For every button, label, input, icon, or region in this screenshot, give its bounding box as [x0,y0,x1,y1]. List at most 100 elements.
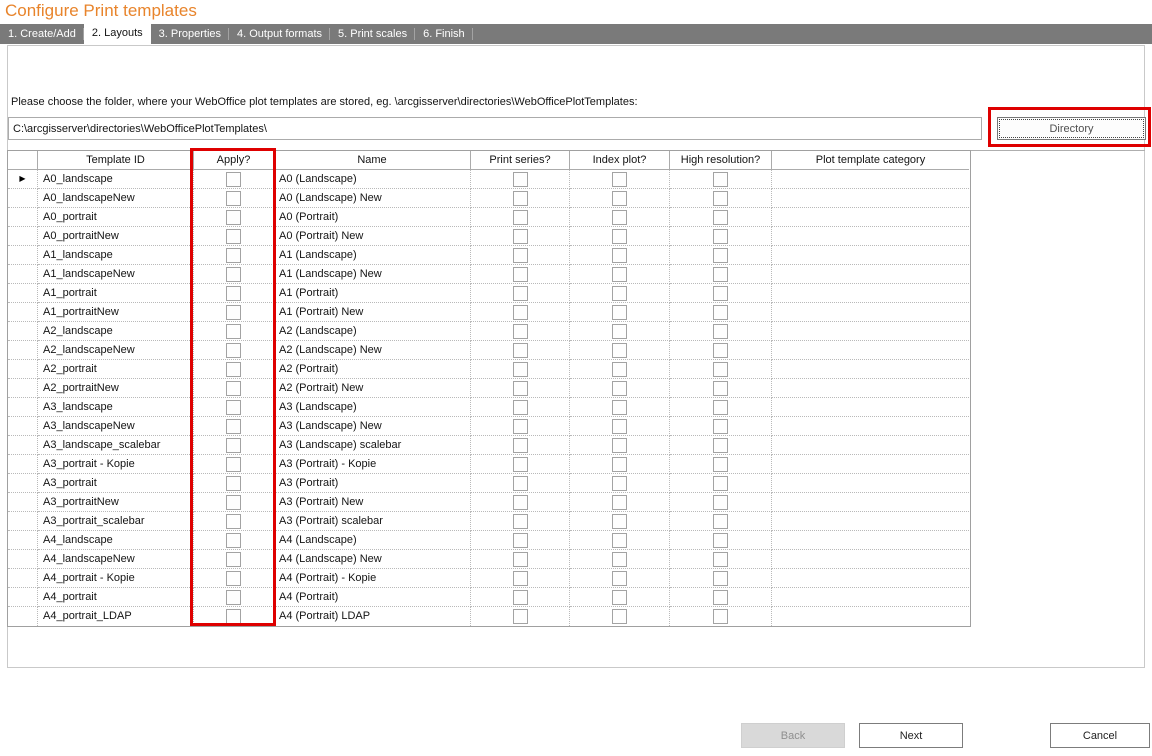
row-selector[interactable] [8,322,38,341]
template-id-cell[interactable]: A1_landscapeNew [38,265,194,284]
high-resolution-checkbox[interactable] [713,267,728,282]
apply-checkbox[interactable] [226,552,241,567]
high-resolution-checkbox[interactable] [713,362,728,377]
print-series-checkbox[interactable] [512,533,528,548]
apply-checkbox[interactable] [226,248,241,263]
template-id-cell[interactable]: A3_landscape_scalebar [38,436,194,455]
apply-checkbox[interactable] [226,286,241,301]
high-resolution-checkbox[interactable] [713,172,728,187]
index-plot-checkbox[interactable] [612,533,627,548]
index-plot-checkbox[interactable] [612,514,627,529]
name-cell[interactable]: A4 (Portrait) - Kopie [274,569,471,588]
row-selector[interactable]: ▶ [8,170,38,189]
row-selector[interactable] [8,550,38,569]
index-plot-checkbox[interactable] [612,457,627,472]
row-selector[interactable] [8,341,38,360]
template-id-cell[interactable]: A3_portrait_scalebar [38,512,194,531]
high-resolution-checkbox[interactable] [713,533,728,548]
template-id-cell[interactable]: A2_portrait [38,360,194,379]
row-selector[interactable] [8,227,38,246]
template-id-cell[interactable]: A2_landscapeNew [38,341,194,360]
index-plot-checkbox[interactable] [612,229,627,244]
high-resolution-checkbox[interactable] [713,571,728,586]
category-cell[interactable] [772,341,969,360]
print-series-checkbox[interactable] [512,267,528,282]
print-series-checkbox[interactable] [512,248,528,263]
index-plot-checkbox[interactable] [612,172,627,187]
index-plot-checkbox[interactable] [612,571,627,586]
apply-checkbox[interactable] [226,438,241,453]
row-selector[interactable] [8,246,38,265]
index-plot-checkbox[interactable] [612,400,627,415]
apply-checkbox[interactable] [226,476,241,491]
high-resolution-checkbox[interactable] [713,590,728,605]
name-cell[interactable]: A1 (Portrait) [274,284,471,303]
high-resolution-checkbox[interactable] [713,400,728,415]
name-cell[interactable]: A0 (Portrait) New [274,227,471,246]
index-plot-checkbox[interactable] [612,609,627,624]
apply-checkbox[interactable] [226,590,241,605]
high-resolution-checkbox[interactable] [713,248,728,263]
template-id-cell[interactable]: A3_landscape [38,398,194,417]
name-cell[interactable]: A2 (Landscape) New [274,341,471,360]
high-resolution-checkbox[interactable] [713,381,728,396]
index-plot-checkbox[interactable] [612,438,627,453]
apply-checkbox[interactable] [226,172,241,187]
row-selector[interactable] [8,436,38,455]
category-cell[interactable] [772,474,969,493]
row-selector[interactable] [8,588,38,607]
print-series-checkbox[interactable] [512,362,528,377]
name-cell[interactable]: A1 (Landscape) [274,246,471,265]
high-resolution-checkbox[interactable] [713,457,728,472]
high-resolution-checkbox[interactable] [713,286,728,301]
print-series-checkbox[interactable] [512,286,528,301]
row-selector[interactable] [8,607,38,626]
high-resolution-checkbox[interactable] [713,438,728,453]
row-selector[interactable] [8,531,38,550]
index-plot-checkbox[interactable] [612,381,627,396]
category-cell[interactable] [772,417,969,436]
print-series-checkbox[interactable] [512,571,528,586]
category-cell[interactable] [772,398,969,417]
name-cell[interactable]: A1 (Landscape) New [274,265,471,284]
high-resolution-checkbox[interactable] [713,609,728,624]
index-plot-checkbox[interactable] [612,495,627,510]
category-cell[interactable] [772,208,969,227]
print-series-checkbox[interactable] [512,172,528,187]
apply-checkbox[interactable] [226,533,241,548]
high-resolution-checkbox[interactable] [713,324,728,339]
category-cell[interactable] [772,455,969,474]
name-cell[interactable]: A3 (Portrait) - Kopie [274,455,471,474]
name-cell[interactable]: A3 (Landscape) scalebar [274,436,471,455]
high-resolution-checkbox[interactable] [713,343,728,358]
col-header-index-plot[interactable]: Index plot? [570,151,670,170]
category-cell[interactable] [772,550,969,569]
category-cell[interactable] [772,588,969,607]
apply-checkbox[interactable] [226,381,241,396]
print-series-checkbox[interactable] [512,400,528,415]
template-id-cell[interactable]: A4_portrait [38,588,194,607]
template-id-cell[interactable]: A0_portraitNew [38,227,194,246]
high-resolution-checkbox[interactable] [713,229,728,244]
template-id-cell[interactable]: A0_landscape [38,170,194,189]
row-selector[interactable] [8,303,38,322]
print-series-checkbox[interactable] [512,229,528,244]
print-series-checkbox[interactable] [512,381,528,396]
category-cell[interactable] [772,436,969,455]
template-id-cell[interactable]: A2_portraitNew [38,379,194,398]
apply-checkbox[interactable] [226,229,241,244]
template-id-cell[interactable]: A3_portrait - Kopie [38,455,194,474]
next-button[interactable]: Next [859,723,963,748]
back-button[interactable]: Back [741,723,845,748]
name-cell[interactable]: A2 (Portrait) [274,360,471,379]
apply-checkbox[interactable] [226,571,241,586]
template-id-cell[interactable]: A3_portrait [38,474,194,493]
apply-checkbox[interactable] [226,400,241,415]
category-cell[interactable] [772,189,969,208]
template-id-cell[interactable]: A4_portrait_LDAP [38,607,194,626]
row-selector[interactable] [8,398,38,417]
print-series-checkbox[interactable] [512,324,528,339]
print-series-checkbox[interactable] [512,495,528,510]
template-id-cell[interactable]: A3_portraitNew [38,493,194,512]
row-selector[interactable] [8,569,38,588]
